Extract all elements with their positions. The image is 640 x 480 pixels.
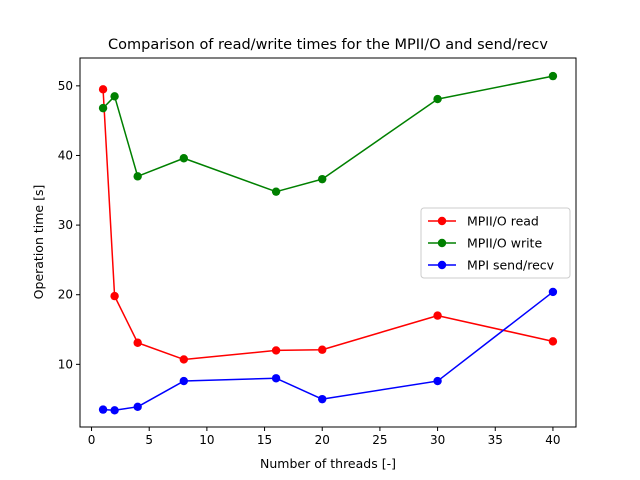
series-line-2 xyxy=(102,75,554,193)
data-point xyxy=(271,187,281,196)
y-tick-label: 50 xyxy=(58,79,73,93)
data-point xyxy=(133,172,142,181)
data-point xyxy=(548,337,558,346)
data-point xyxy=(179,376,189,386)
data-point xyxy=(179,154,189,163)
data-point xyxy=(110,406,119,415)
x-tick-label: 5 xyxy=(145,433,153,447)
x-tick-label: 20 xyxy=(315,433,330,447)
x-axis-label: Number of threads [-] xyxy=(260,456,396,471)
y-tick-label: 30 xyxy=(58,218,73,232)
legend-swatch-marker xyxy=(437,260,447,270)
data-point xyxy=(433,376,442,386)
x-tick-label: 30 xyxy=(430,433,445,447)
y-axis-label: Operation time [s] xyxy=(31,185,46,300)
data-point xyxy=(110,92,119,101)
data-point xyxy=(98,103,108,113)
chart-title: Comparison of read/write times for the M… xyxy=(108,37,548,53)
x-tick-label: 10 xyxy=(199,433,214,447)
data-point xyxy=(133,402,142,412)
data-point xyxy=(433,311,442,320)
data-point xyxy=(133,338,142,347)
legend-label: MPII/O write xyxy=(467,236,542,251)
data-point xyxy=(318,345,327,354)
legend-label: MPII/O read xyxy=(467,214,539,229)
plot-frame xyxy=(79,57,577,428)
data-point xyxy=(271,374,281,383)
x-tick-label: 25 xyxy=(372,433,387,447)
y-tick-label: 40 xyxy=(58,148,73,162)
y-tick-label: 10 xyxy=(58,357,73,371)
data-point xyxy=(433,94,442,104)
legend-box xyxy=(420,207,571,279)
x-tick-label: 0 xyxy=(88,433,96,447)
data-point xyxy=(318,394,327,404)
y-tick-label: 20 xyxy=(58,288,73,302)
x-tick-label: 40 xyxy=(545,433,560,447)
x-tick-label: 35 xyxy=(488,433,503,447)
legend-swatch-marker xyxy=(437,238,447,248)
series-line-1 xyxy=(102,89,554,361)
data-point xyxy=(110,291,119,301)
plot-area xyxy=(98,71,558,415)
data-point xyxy=(548,287,558,297)
data-point xyxy=(271,346,281,355)
data-point xyxy=(548,71,558,81)
legend-label: MPI send/recv xyxy=(467,258,555,273)
legend: MPII/O read MPII/O write MPI send/recv xyxy=(420,207,571,279)
data-point xyxy=(318,174,327,184)
data-point xyxy=(98,405,108,414)
data-point xyxy=(98,85,108,94)
data-point xyxy=(179,355,189,364)
legend-swatch-marker xyxy=(437,216,447,226)
x-tick-label: 15 xyxy=(257,433,272,447)
